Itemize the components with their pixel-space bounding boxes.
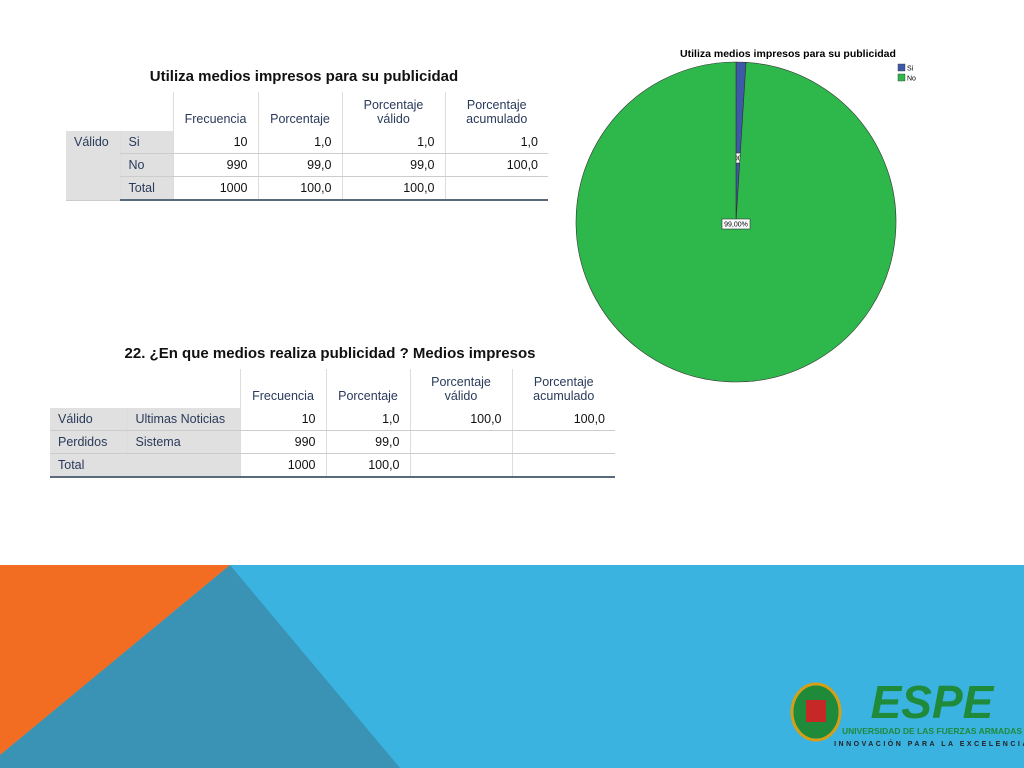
column-header: Porcentaje acumulado xyxy=(444,92,548,131)
logo-name: ESPE xyxy=(871,676,995,728)
header-row: Frecuencia Porcentaje Porcentaje válido Por… xyxy=(66,92,548,131)
cell: 100,0 xyxy=(511,408,615,431)
cell xyxy=(511,430,615,454)
group-label: Perdidos xyxy=(50,430,127,454)
cell: 1000 xyxy=(239,453,326,478)
table2-title: 22. ¿En que medios realiza publicidad ? … xyxy=(124,345,536,362)
column-header: Porcentaje xyxy=(257,92,342,131)
slice-label: 1,00% xyxy=(728,156,748,163)
row-label: Total xyxy=(119,176,173,201)
cell: 1,0 xyxy=(444,131,548,154)
teal-triangle xyxy=(0,565,400,768)
cell: 1,0 xyxy=(325,408,410,431)
cell: 100,0 xyxy=(257,176,342,201)
group-label: Total xyxy=(50,453,240,478)
chart-title: Utiliza medios impresos para su publicid… xyxy=(680,48,896,60)
row-label: Sistema xyxy=(126,430,240,454)
column-header: Porcentaje válido xyxy=(341,92,445,131)
label-box xyxy=(721,218,751,230)
legend-label: No xyxy=(907,76,916,83)
cell: 99,0 xyxy=(341,153,445,177)
legend-swatch xyxy=(897,63,906,72)
cell: 990 xyxy=(172,153,258,177)
legend-label: Si xyxy=(907,66,914,73)
corner xyxy=(50,369,240,408)
cell: 100,0 xyxy=(409,408,512,431)
table1: Frecuencia Porcentaje Porcentaje válido Por… xyxy=(66,92,548,201)
table1-title: Utiliza medios impresos para su publicid… xyxy=(149,68,459,85)
cell: 100,0 xyxy=(341,176,445,201)
cell: 10 xyxy=(239,408,326,431)
row: Total 1000 100,0 xyxy=(50,453,615,478)
cell: 99,0 xyxy=(257,153,342,177)
row: Total 1000 100,0 100,0 xyxy=(66,176,548,201)
header-row: Frecuencia Porcentaje Porcentaje válido Por… xyxy=(50,369,615,408)
group-label: Válido xyxy=(50,408,127,431)
cell: 1,0 xyxy=(341,131,445,154)
cell xyxy=(409,453,512,478)
slice-label: 99,00% xyxy=(724,222,748,229)
table2: Frecuencia Porcentaje Porcentaje válido Por… xyxy=(50,369,615,478)
cell: 99,0 xyxy=(325,430,410,454)
cell: 1000 xyxy=(172,176,258,201)
row: Perdidos Sistema 990 99,0 xyxy=(50,430,615,454)
cell: 10 xyxy=(172,131,258,154)
column-header: Porcentaje acumulado xyxy=(511,369,615,408)
cell xyxy=(511,453,615,478)
row: Válido Ultimas Noticias 10 1,0 100,0 100,0 xyxy=(50,408,615,431)
logo-line2: INNOVACIÓN PARA LA EXCELENCIA xyxy=(834,739,1024,748)
group-label: Válido xyxy=(66,131,120,201)
row-label: No xyxy=(119,153,173,177)
cell xyxy=(444,176,548,201)
column-header: Porcentaje válido xyxy=(409,369,512,408)
column-header: Porcentaje xyxy=(325,369,410,408)
row-label: Si xyxy=(119,131,173,154)
cell: 100,0 xyxy=(444,153,548,177)
pie-chart: Utiliza medios impresos para su publicid… xyxy=(575,48,916,383)
logo-line1: UNIVERSIDAD DE LAS FUERZAS ARMADAS xyxy=(842,726,1022,736)
logo-shield xyxy=(806,700,826,722)
cell xyxy=(409,430,512,454)
cell: 1,0 xyxy=(257,131,342,154)
corner xyxy=(66,92,173,131)
cell: 100,0 xyxy=(325,453,410,478)
row: No 990 99,0 99,0 100,0 xyxy=(66,153,548,177)
row-label: Ultimas Noticias xyxy=(126,408,240,431)
cell: 990 xyxy=(239,430,326,454)
row: Válido Si 10 1,0 1,0 1,0 xyxy=(66,131,548,201)
logo: ESPE UNIVERSIDAD DE LAS FUERZAS ARMADAS … xyxy=(790,676,1024,748)
column-header: Frecuencia xyxy=(172,92,258,131)
column-header: Frecuencia xyxy=(239,369,326,408)
legend-swatch xyxy=(897,73,906,82)
orange-triangle xyxy=(0,565,230,755)
